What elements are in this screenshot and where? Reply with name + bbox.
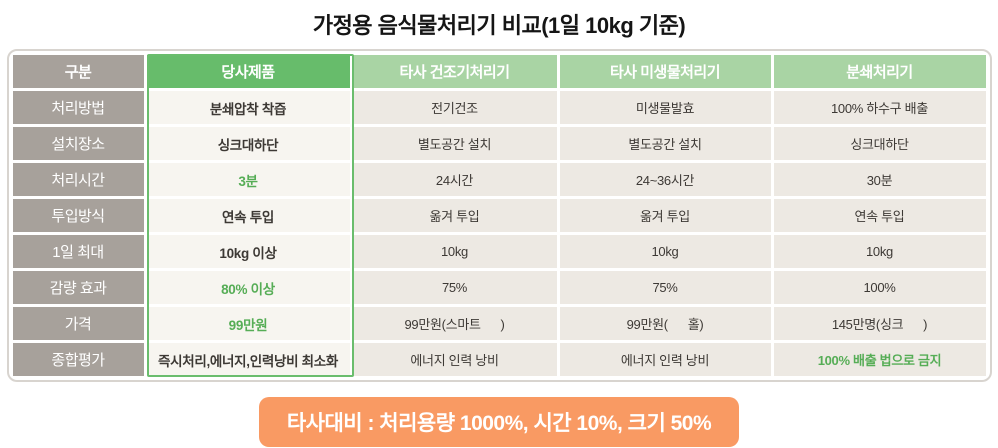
header-microbial-processor: 타사 미생물처리기: [559, 55, 771, 88]
cell-time-dryer: 24시간: [352, 163, 557, 196]
header-dryer-processor: 타사 건조기처리기: [352, 55, 557, 88]
header-grinder-processor: 분쇄처리기: [773, 55, 986, 88]
cell-method-ours: 분쇄압착 착즙: [146, 91, 350, 124]
cell-input-microbial: 옮겨 투입: [559, 199, 771, 232]
cell-place-grinder: 싱크대하단: [773, 127, 986, 160]
cell-daily-max-ours: 10kg 이상: [146, 235, 350, 268]
summary-banner: 타사대비 : 처리용량 1000%, 시간 10%, 크기 50%: [258, 397, 740, 447]
table-grid: 구분 당사제품 타사 건조기처리기 타사 미생물처리기 분쇄처리기 처리방법 분…: [12, 55, 986, 376]
cell-price-dryer: 99만원(스마트 ): [352, 307, 557, 340]
cell-time-microbial: 24~36시간: [559, 163, 771, 196]
cell-place-dryer: 별도공간 설치: [352, 127, 557, 160]
cell-price-grinder: 145만명(싱크 ): [773, 307, 986, 340]
cell-method-grinder: 100% 하수구 배출: [773, 91, 986, 124]
row-label-place: 설치장소: [12, 127, 144, 160]
cell-input-ours: 연속 투입: [146, 199, 350, 232]
row-label-price: 가격: [12, 307, 144, 340]
cell-method-dryer: 전기건조: [352, 91, 557, 124]
cell-price-ours: 99만원: [146, 307, 350, 340]
cell-input-grinder: 연속 투입: [773, 199, 986, 232]
row-label-method: 처리방법: [12, 91, 144, 124]
cell-place-microbial: 별도공간 설치: [559, 127, 771, 160]
cell-daily-max-dryer: 10kg: [352, 235, 557, 268]
row-label-input: 투입방식: [12, 199, 144, 232]
cell-reduction-microbial: 75%: [559, 271, 771, 304]
page-title: 가정용 음식물처리기 비교(1일 10kg 기준): [312, 13, 686, 38]
cell-overall-grinder: 100% 배출 법으로 금지: [773, 343, 986, 376]
cell-reduction-ours: 80% 이상: [146, 271, 350, 304]
cell-input-dryer: 옮겨 투입: [352, 199, 557, 232]
cell-overall-ours: 즉시처리,에너지,인력낭비 최소화: [146, 343, 350, 376]
header-category: 구분: [12, 55, 144, 88]
cell-reduction-grinder: 100%: [773, 271, 986, 304]
row-label-reduction: 감량 효과: [12, 271, 144, 304]
cell-method-microbial: 미생물발효: [559, 91, 771, 124]
cell-price-microbial: 99만원( 홀): [559, 307, 771, 340]
cell-reduction-dryer: 75%: [352, 271, 557, 304]
comparison-table: 구분 당사제품 타사 건조기처리기 타사 미생물처리기 분쇄처리기 처리방법 분…: [6, 49, 992, 382]
row-label-time: 처리시간: [12, 163, 144, 196]
cell-daily-max-microbial: 10kg: [559, 235, 771, 268]
cell-overall-microbial: 에너지 인력 낭비: [559, 343, 771, 376]
cell-place-ours: 싱크대하단: [146, 127, 350, 160]
cell-time-grinder: 30분: [773, 163, 986, 196]
cell-time-ours: 3분: [146, 163, 350, 196]
row-label-daily-max: 1일 최대: [12, 235, 144, 268]
row-label-overall: 종합평가: [12, 343, 144, 376]
cell-daily-max-grinder: 10kg: [773, 235, 986, 268]
header-our-product: 당사제품: [146, 55, 350, 88]
cell-overall-dryer: 에너지 인력 낭비: [352, 343, 557, 376]
